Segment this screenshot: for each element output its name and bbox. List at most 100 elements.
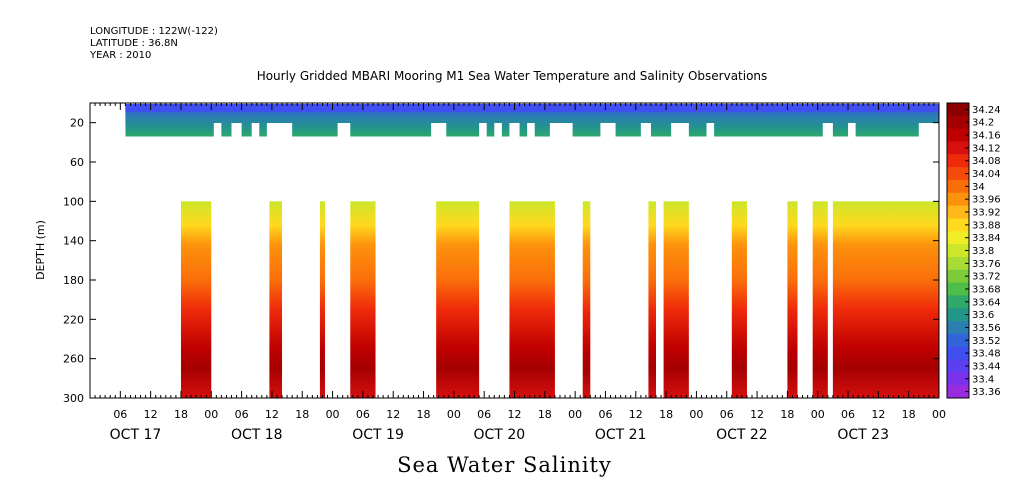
year-label: YEAR : 2010: [90, 50, 152, 61]
x-tick-label: 00: [811, 408, 825, 421]
deep-data-block: [582, 201, 591, 398]
day-label: OCT 21: [595, 427, 647, 443]
x-tick-label: 00: [204, 408, 218, 421]
colorbar-label: 34.24: [972, 105, 1001, 116]
surface-gap: [231, 123, 242, 137]
chart-title: Hourly Gridded MBARI Mooring M1 Sea Wate…: [257, 69, 768, 83]
colorbar-label: 33.4: [972, 374, 994, 385]
colorbar-label: 34.08: [972, 156, 1001, 167]
x-tick-label: 06: [598, 408, 612, 421]
colorbar-swatch: [947, 372, 969, 386]
deep-data-block: [319, 201, 325, 398]
day-label: OCT 17: [110, 427, 162, 443]
colorbar-label: 33.36: [972, 387, 1001, 398]
x-tick-label: 18: [780, 408, 794, 421]
surface-top-band: [125, 104, 939, 112]
colorbar-label: 34.2: [972, 118, 994, 129]
surface-gap: [251, 123, 260, 137]
surface-gap: [115, 123, 126, 137]
y-tick-label: 220: [63, 313, 84, 326]
colorbar-swatch: [947, 167, 969, 181]
y-tick-label: 60: [70, 156, 84, 169]
y-tick-label: 140: [63, 235, 84, 248]
axes: 20 60 100 140 180 220 260 300 06 12 18 00 06 12 18 00 06…: [63, 103, 946, 443]
colorbar-swatch: [947, 282, 969, 296]
x-tick-label: 06: [113, 408, 127, 421]
x-tick-label: 12: [386, 408, 400, 421]
surface-gap: [640, 123, 651, 137]
day-label: OCT 20: [474, 427, 526, 443]
colorbar-swatch: [947, 218, 969, 232]
colorbar-swatch: [947, 115, 969, 130]
surface-gap: [266, 123, 293, 137]
colorbar-label: 33.56: [972, 323, 1001, 334]
surface-gap: [822, 123, 833, 137]
day-label: OCT 22: [716, 427, 768, 443]
surface-gap: [918, 123, 939, 137]
colorbar-swatch: [947, 295, 969, 309]
x-tick-label: 12: [144, 408, 158, 421]
deep-data-block: [832, 201, 939, 398]
deep-data-block: [787, 201, 798, 398]
colorbar-label: 33.6: [972, 310, 994, 321]
colorbar-swatch: [947, 321, 969, 335]
x-tick-label: 18: [174, 408, 188, 421]
x-tick-label: 18: [538, 408, 552, 421]
colorbar-swatch: [947, 359, 969, 373]
salinity-field: [115, 104, 939, 398]
x-tick-label: 12: [508, 408, 522, 421]
x-tick-label: 06: [841, 408, 855, 421]
colorbar-swatch: [947, 179, 969, 194]
colorbar-swatch: [947, 231, 969, 245]
colorbar-swatch: [947, 346, 969, 361]
colorbar-label: 33.8: [972, 246, 994, 257]
deep-data-block: [509, 201, 555, 398]
latitude-label: LATITUDE : 36.8N: [90, 38, 178, 49]
y-tick-label: 100: [63, 195, 84, 208]
x-tick-label: 06: [235, 408, 249, 421]
colorbar-label: 33.84: [972, 233, 1001, 244]
surface-gap: [706, 123, 715, 137]
colorbar-swatch: [947, 269, 969, 284]
x-tick-label: 12: [629, 408, 643, 421]
y-tick-label: 300: [63, 392, 84, 405]
colorbar-label: 33.76: [972, 259, 1001, 270]
y-tick-label: 180: [63, 274, 84, 287]
colorbar-label: 33.96: [972, 195, 1001, 206]
deep-data-block: [436, 201, 480, 398]
x-tick-label: 00: [689, 408, 703, 421]
deep-data-block: [731, 201, 747, 398]
colorbar-swatch: [947, 385, 969, 399]
x-tick-label: 00: [932, 408, 946, 421]
deep-data-block: [269, 201, 283, 398]
x-tick-label: 00: [568, 408, 582, 421]
colorbar-label: 33.64: [972, 297, 1001, 308]
colorbar-label: 34.04: [972, 169, 1001, 180]
surface-gap: [549, 123, 573, 137]
x-tick-label: 12: [871, 408, 885, 421]
x-tick-label: 06: [356, 408, 370, 421]
colorbar-swatch: [947, 308, 969, 322]
colorbar-swatch: [947, 128, 969, 142]
colorbar-swatch: [947, 205, 969, 219]
deep-data-block: [663, 201, 689, 398]
colorbar-label: 33.88: [972, 220, 1001, 231]
colorbar-swatch: [947, 141, 969, 155]
surface-gap: [431, 123, 447, 137]
x-tick-label: 18: [295, 408, 309, 421]
day-label: OCT 18: [231, 427, 283, 443]
colorbar-label: 34: [972, 182, 985, 193]
longitude-label: LONGITUDE : 122W(-122): [90, 26, 218, 37]
x-tick-label: 06: [720, 408, 734, 421]
deep-data-block: [648, 201, 656, 398]
colorbar-label: 34.16: [972, 131, 1001, 142]
x-tick-label: 18: [659, 408, 673, 421]
colorbar-label: 34.12: [972, 143, 1001, 154]
surface-gap: [337, 123, 351, 137]
colorbar-swatch: [947, 154, 969, 168]
day-label: OCT 23: [837, 427, 889, 443]
deep-data-block: [180, 201, 212, 398]
colorbar-swatch: [947, 192, 969, 207]
